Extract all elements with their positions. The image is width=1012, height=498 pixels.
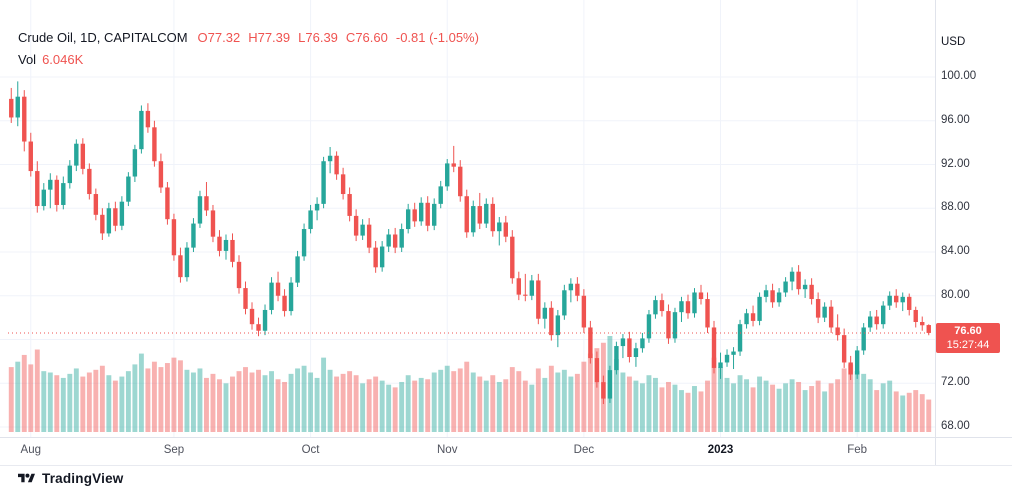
last-price-value: 76.60 [954,324,982,337]
time-axis[interactable]: Aug Sep Oct Nov Dec 2023 Feb [0,441,935,465]
time-tick-label: Aug [20,444,41,456]
bar-countdown: 15:27:44 [946,338,990,351]
footer: TradingView [18,471,123,486]
time-tick-label: Dec [573,444,595,456]
ohlc-low: L76.39 [298,30,338,45]
volume-value: 6.046K [42,52,84,67]
price-tick-label: 100.00 [941,70,977,82]
symbol-legend: Crude Oil, 1D, CAPITALCOM O77.32 H77.39 L76… [18,30,479,45]
price-axis-border [935,0,936,465]
volume-legend: Vol 6.046K [18,52,83,67]
ohlc-close: C76.60 [345,30,388,45]
price-chart-canvas[interactable] [0,0,935,437]
time-tick-label: Nov [436,444,458,456]
time-axis-border [0,437,1012,438]
tradingview-logo-icon[interactable] [18,471,35,486]
time-tick-label: Sep [163,444,185,456]
symbol-title[interactable]: Crude Oil, 1D, CAPITALCOM [18,30,188,45]
volume-label: Vol [18,52,37,67]
price-tick-label: 68.00 [941,420,970,432]
ohlc-high: H77.39 [248,30,291,45]
price-tick-label: 72.00 [941,376,970,389]
price-tick-label: 96.00 [941,113,970,126]
time-tick-label: Feb [847,444,868,456]
price-tick-label: 92.00 [941,157,970,170]
time-tick-label: Oct [301,444,320,456]
last-price-badge[interactable]: 76.60 15:27:44 [936,322,1000,353]
tradingview-wordmark[interactable]: TradingView [42,471,124,486]
currency-label: USD [941,36,966,48]
ohlc-open: O77.32 [197,30,241,45]
change-value: -0.81 (-1.05%) [395,30,479,45]
price-tick-label: 80.00 [941,288,970,301]
footer-border [0,465,1012,466]
price-tick-label: 88.00 [941,201,970,214]
price-axis[interactable]: USD 100.0096.0092.0088.0084.0080.0076.00… [936,0,1012,437]
time-tick-label: 2023 [707,444,734,456]
price-tick-label: 84.00 [941,245,970,257]
